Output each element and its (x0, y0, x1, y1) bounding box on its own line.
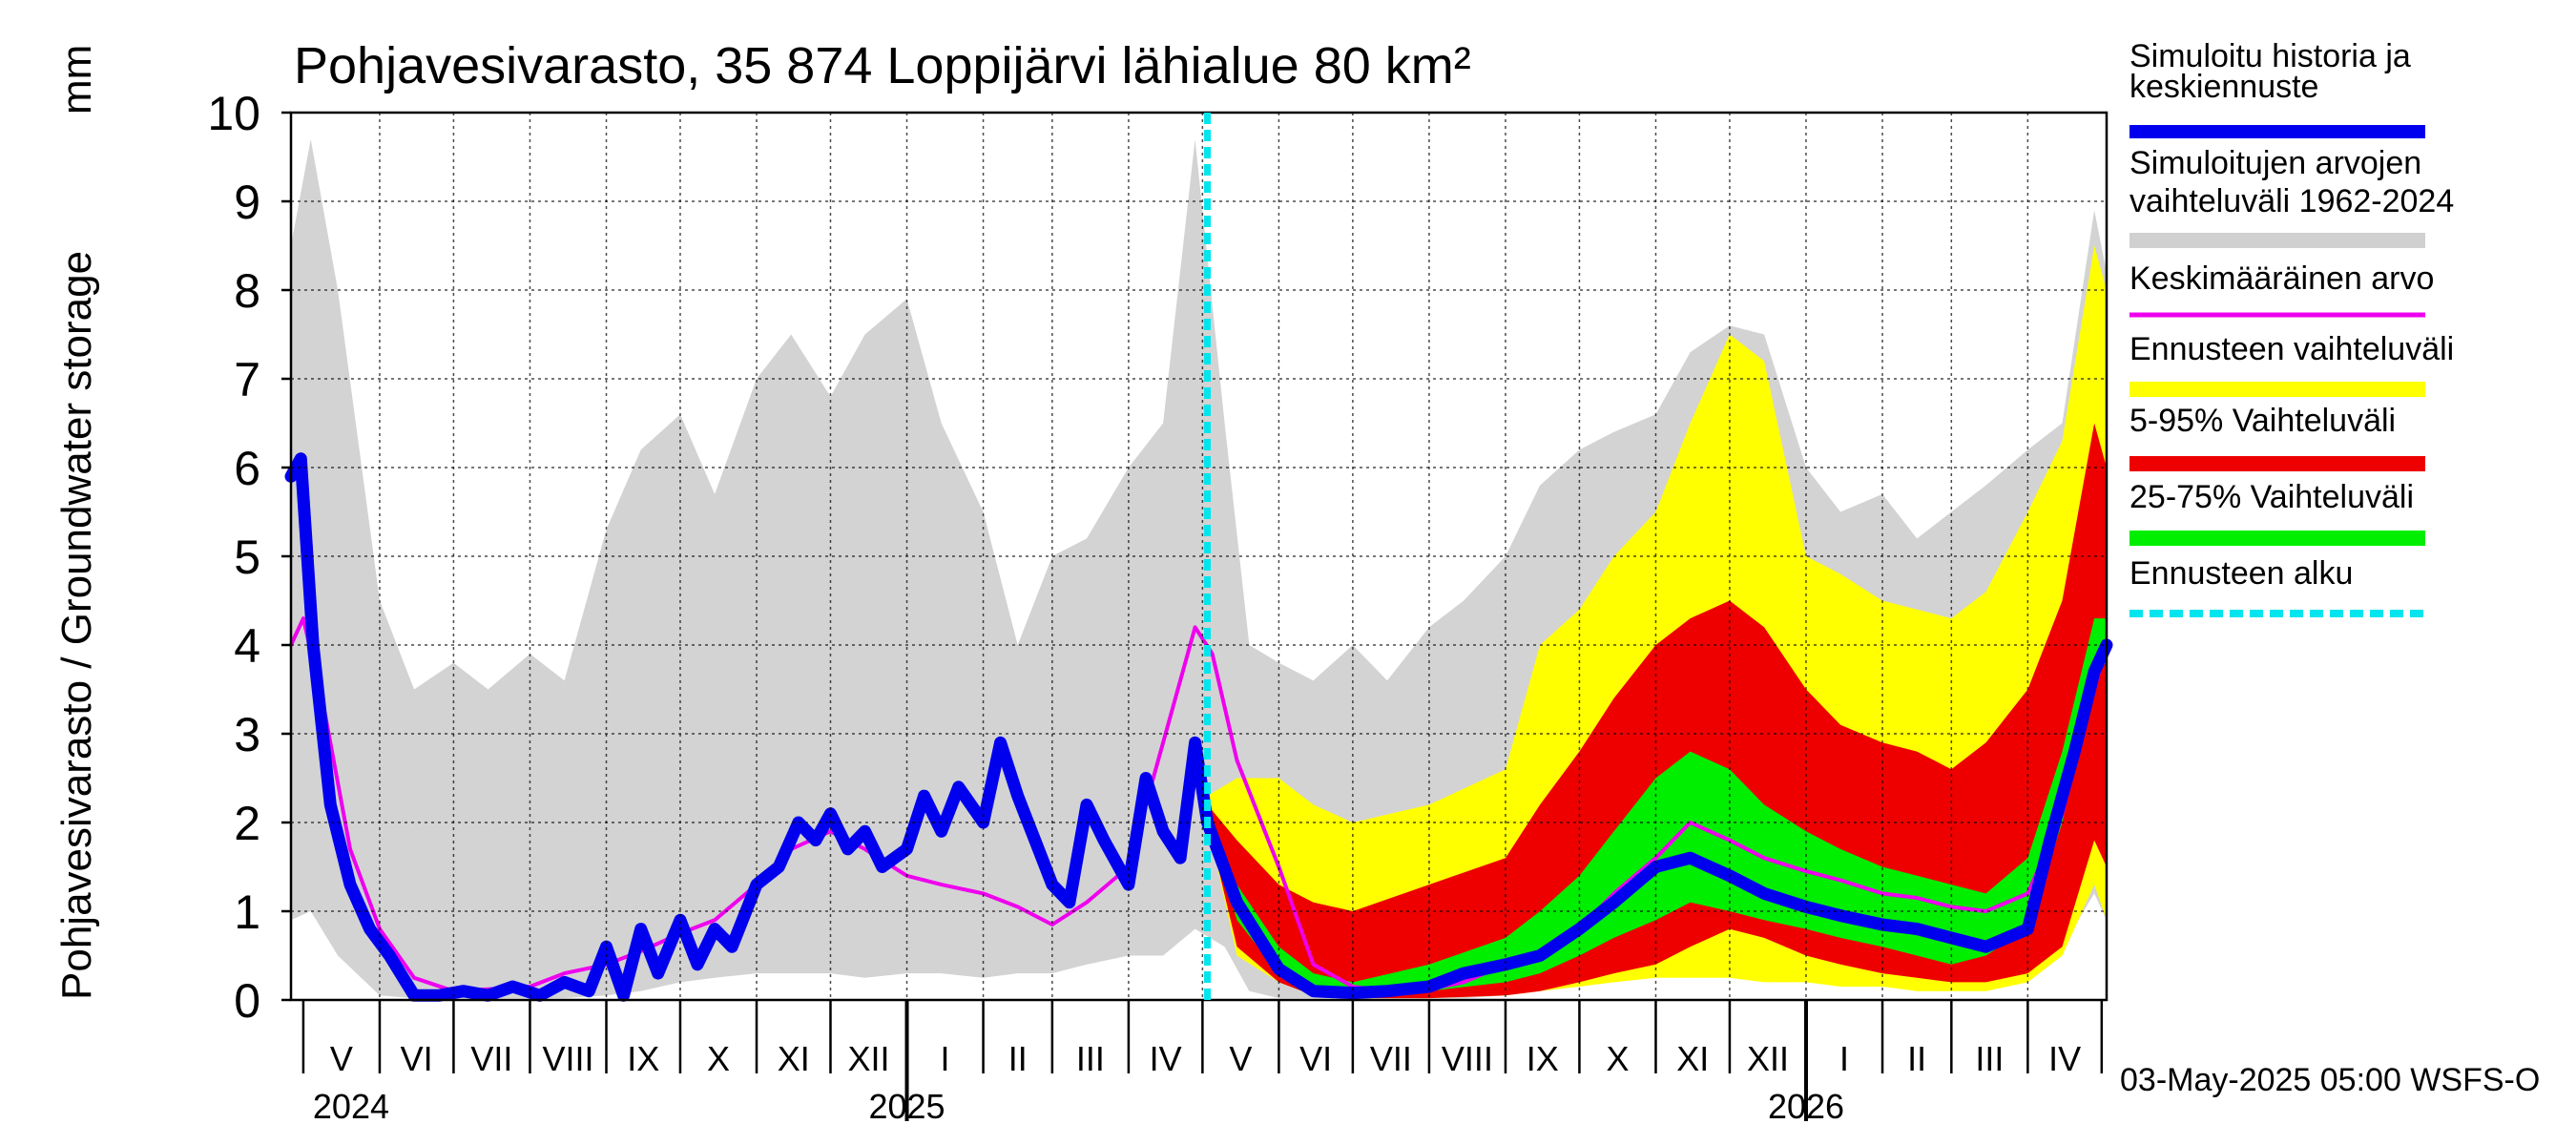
month-label: X (707, 1039, 730, 1078)
month-label: I (941, 1039, 950, 1078)
month-label: V (330, 1039, 353, 1078)
legend-label: Ennusteen alku (2129, 555, 2353, 592)
legend-label: vaihteluväli 1962-2024 (2129, 183, 2454, 219)
legend-label: Ennusteen vaihteluväli (2129, 331, 2454, 367)
legend-label: 25-75% Vaihteluväli (2129, 479, 2414, 515)
legend-label: Keskimääräinen arvo (2129, 260, 2434, 297)
y-tick-label: 4 (234, 619, 260, 673)
y-tick-label: 2 (234, 797, 260, 850)
y-tick-label: 6 (234, 442, 260, 495)
y-tick-label: 0 (234, 974, 260, 1028)
month-label: IX (627, 1039, 659, 1078)
y-tick-label: 10 (207, 87, 260, 140)
footer-timestamp: 03-May-2025 05:00 WSFS-O (2120, 1062, 2540, 1098)
month-label: III (1975, 1039, 2004, 1078)
y-tick-label: 1 (234, 885, 260, 939)
year-label: 2025 (868, 1087, 945, 1126)
legend-label: Simuloitujen arvojen (2129, 145, 2421, 181)
month-label: XII (847, 1039, 889, 1078)
month-label: VI (401, 1039, 433, 1078)
month-label: III (1076, 1039, 1105, 1078)
month-label: II (1907, 1039, 1926, 1078)
legend-label: Simuloitu historia ja (2129, 38, 2411, 74)
month-label: XI (1676, 1039, 1709, 1078)
month-label: IV (1150, 1039, 1182, 1078)
month-label: VII (470, 1039, 512, 1078)
series-simuloitu-historia-ja-keskiennuste-line (284, 452, 2113, 1002)
year-label: 2024 (313, 1087, 389, 1126)
y-axis-label: Pohjavesivarasto / Groundwater storage (53, 251, 100, 1000)
y-tick-label: 7 (234, 353, 260, 406)
legend-label: 5-95% Vaihteluväli (2129, 403, 2396, 439)
chart-title: Pohjavesivarasto, 35 874 Loppijärvi lähi… (294, 37, 1471, 94)
y-tick-label: 5 (234, 531, 260, 584)
month-label: VI (1299, 1039, 1332, 1078)
legend-label: keskiennuste (2129, 69, 2318, 105)
y-axis-unit: mm (53, 45, 100, 114)
month-label: I (1839, 1039, 1849, 1078)
y-tick-label: 8 (234, 264, 260, 318)
series-keskim-r-inen-arvo-line (289, 616, 2109, 993)
month-label: IX (1527, 1039, 1559, 1078)
month-label: II (1008, 1039, 1028, 1078)
y-tick-label: 9 (234, 176, 260, 229)
plot-area (284, 138, 2113, 1002)
month-label: XII (1747, 1039, 1789, 1078)
month-label: VIII (1442, 1039, 1493, 1078)
month-label: VII (1370, 1039, 1412, 1078)
year-label: 2026 (1768, 1087, 1844, 1126)
month-label: X (1606, 1039, 1629, 1078)
month-label: IV (2048, 1039, 2081, 1078)
y-tick-label: 3 (234, 708, 260, 761)
month-label: V (1229, 1039, 1252, 1078)
month-label: VIII (542, 1039, 593, 1078)
month-label: XI (778, 1039, 810, 1078)
